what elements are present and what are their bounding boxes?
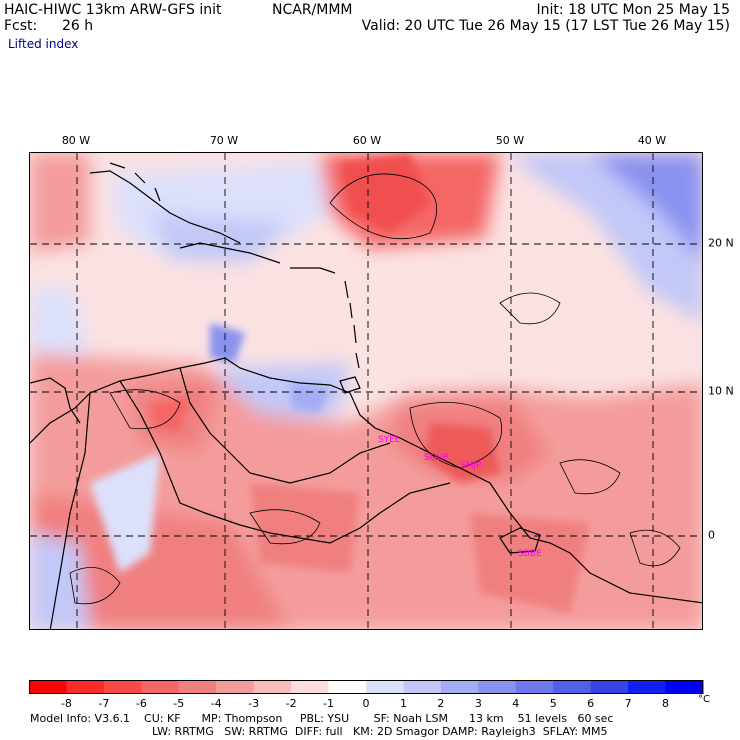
colorbar-swatch [216,680,255,694]
colorbar-swatch [178,680,217,694]
org-label: NCAR/MMM [272,2,353,18]
station-smjp: SMJP [460,461,482,471]
init-time: Init: 18 UTC Mon 25 May 15 [536,2,730,18]
colorbar-label: -1 [323,697,335,710]
colorbar-swatch [66,680,105,694]
colorbar-label: -6 [135,697,147,710]
colorbar [29,680,704,694]
colorbar-swatch [366,680,404,694]
valid-time: Valid: 20 UTC Tue 26 May 15 (17 LST Tue … [361,18,730,34]
lon-label-80w: 80 W [61,134,91,147]
colorbar-frame [29,680,703,694]
colorbar-label: 2 [437,697,445,710]
coastlines [30,162,702,629]
colorbar-label: 8 [662,697,670,710]
colorbar-label: 5 [549,697,557,710]
colorbar-swatch [253,680,292,694]
colorbar-swatch [103,680,142,694]
colorbar-label: -2 [285,697,297,710]
colorbar-swatch [29,680,67,694]
lon-label-40w: 40 W [637,134,667,147]
colorbar-swatch [141,680,180,694]
contours [69,173,681,605]
model-info-line2: LW: RRTMG SW: RRTMG DIFF: full KM: 2D Sm… [152,725,608,738]
colorbar-label: -7 [98,697,110,710]
colorbar-label: 1 [399,697,407,710]
station-syel: SYEL [378,435,400,445]
colorbar-label: 0 [362,697,370,710]
lon-label-60w: 60 W [352,134,382,147]
colorbar-swatch [553,680,592,694]
colorbar-swatch [291,680,330,694]
lat-label-10n: 10 N [708,384,734,398]
lifted-index-map: SYEL SOUP SMJP SBBE [29,152,703,630]
colorbar-swatch [665,680,704,694]
field-name: Lifted index [8,37,79,51]
station-sbbe: SBBE [518,549,542,559]
colorbar-label: -8 [60,697,72,710]
colorbar-swatch [403,680,442,694]
colorbar-label: -5 [173,697,185,710]
colorbar-label: 4 [512,697,520,710]
colorbar-swatch [515,680,554,694]
colorbar-label: -4 [210,697,222,710]
colorbar-swatch [590,680,629,694]
lon-label-70w: 70 W [209,134,239,147]
forecast-label: Fcst: [4,18,38,34]
latlon-grid [30,153,702,629]
colorbar-swatch [440,680,479,694]
lat-label-20n: 20 N [708,236,734,250]
colorbar-unit: °C [698,694,710,705]
model-title: HAIC-HIWC 13km ARW-GFS init [4,2,222,18]
colorbar-label: 3 [474,697,482,710]
forecast-hour: 26 h [62,18,94,34]
station-soup: SOUP [424,453,449,463]
colorbar-label: 6 [587,697,595,710]
colorbar-swatch [478,680,517,694]
field-detail [90,153,590,613]
model-info-line1: Model Info: V3.6.1 CU: KF MP: Thompson P… [30,712,614,725]
colorbar-swatch [328,680,367,694]
stations: SYEL SOUP SMJP SBBE [378,435,542,559]
lat-label-0: 0 [708,528,715,542]
colorbar-label: 7 [624,697,632,710]
colorbar-swatch [628,680,667,694]
colorbar-label: -3 [248,697,260,710]
lon-label-50w: 50 W [495,134,525,147]
